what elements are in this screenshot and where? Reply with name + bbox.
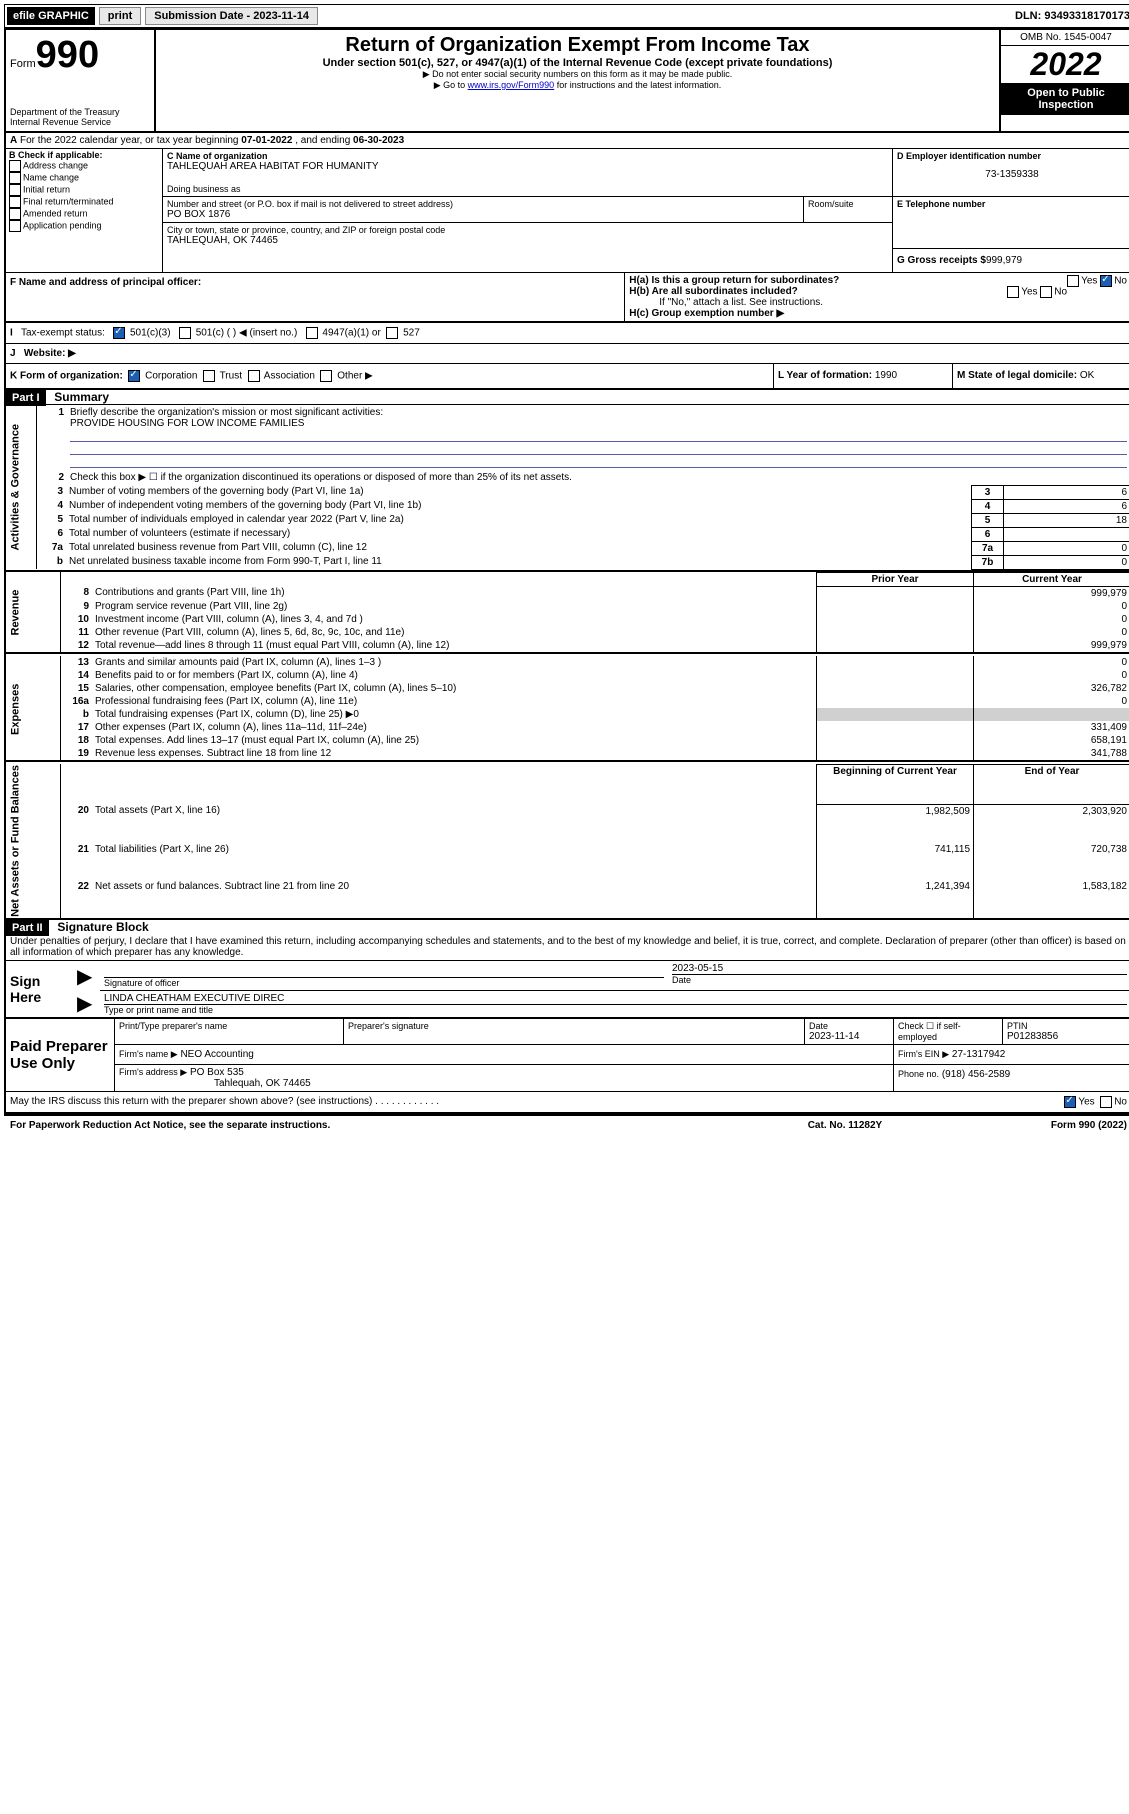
form-id-cell: Form990 Department of the Treasury Inter…	[5, 29, 155, 132]
part1-title: Summary	[48, 388, 115, 406]
footer-form: Form 990 (2022)	[940, 1118, 1129, 1133]
penalty-statement: Under penalties of perjury, I declare th…	[5, 934, 1129, 961]
vert-label-expenses: Expenses	[6, 656, 61, 761]
col-endyear: End of Year	[974, 764, 1129, 804]
section-c: C Name of organization TAHLEQUAH AREA HA…	[163, 149, 893, 197]
street-address: PO BOX 1876	[167, 209, 799, 220]
dln: DLN: 93493318170173	[1015, 10, 1129, 22]
checkbox-amended[interactable]	[9, 208, 21, 220]
vert-label-netassets: Net Assets or Fund Balances	[6, 764, 61, 918]
mission-text: PROVIDE HOUSING FOR LOW INCOME FAMILIES	[70, 418, 304, 429]
org-info-block: B Check if applicable: Address change Na…	[6, 149, 1129, 272]
top-bar: efile GRAPHIC print Submission Date - 20…	[4, 4, 1129, 28]
section-m: M State of legal domicile: OK	[953, 364, 1129, 389]
checkbox-527[interactable]	[386, 327, 398, 339]
q2: Check this box ▶ ☐ if the organization d…	[66, 470, 1129, 486]
checkbox-name-change[interactable]	[9, 172, 21, 184]
form-subtitle: Under section 501(c), 527, or 4947(a)(1)…	[160, 57, 995, 69]
checkbox-final-return[interactable]	[9, 196, 21, 208]
section-f: F Name and address of principal officer:	[6, 273, 625, 322]
form-title: Return of Organization Exempt From Incom…	[160, 34, 995, 57]
vert-label-revenue: Revenue	[6, 572, 61, 653]
section-b: B Check if applicable: Address change Na…	[6, 149, 163, 272]
city-state-zip: TAHLEQUAH, OK 74465	[167, 235, 888, 246]
val-line5: 18	[1004, 513, 1129, 527]
section-e: E Telephone number	[893, 197, 1129, 249]
checkbox-501c[interactable]	[179, 327, 191, 339]
ptin: P01283856	[1007, 1031, 1127, 1042]
print-button[interactable]: print	[99, 7, 141, 25]
firm-ph263: (918) 456-2589	[942, 1069, 1010, 1080]
checkbox-mayirs-yes[interactable]	[1064, 1096, 1076, 1108]
paid-preparer-label: Paid Preparer Use Only	[6, 1019, 115, 1091]
checkbox-trust[interactable]	[203, 370, 215, 382]
sig-officer-label: Signature of officer	[104, 977, 664, 988]
checkbox-corp[interactable]	[128, 370, 140, 382]
firm-addr1: PO Box 535	[190, 1067, 244, 1078]
checkbox-hb-no[interactable]	[1040, 286, 1052, 298]
checkbox-address-change[interactable]	[9, 160, 21, 172]
sign-here-label: Sign Here	[6, 961, 74, 1018]
irs-link[interactable]: www.irs.gov/Form990	[468, 80, 555, 90]
prep-date: 2023-11-14	[809, 1031, 889, 1042]
sig-date: 2023-05-15	[672, 963, 1127, 974]
ein: 73-1359338	[897, 161, 1127, 188]
irs-label: Internal Revenue Service	[10, 117, 150, 127]
gross-receipts: 999,979	[986, 255, 1022, 266]
address-block: Number and street (or P.O. box if mail i…	[163, 197, 893, 249]
efile-label: efile GRAPHIC	[7, 7, 95, 25]
checkbox-assoc[interactable]	[248, 370, 260, 382]
open-public-badge: Open to Public Inspection	[1001, 83, 1129, 115]
checkbox-application-pending[interactable]	[9, 220, 21, 232]
section-h: H(a) Is this a group return for subordin…	[625, 273, 1129, 322]
vert-label-governance: Activities & Governance	[6, 405, 37, 570]
checkbox-ha-yes[interactable]	[1067, 275, 1079, 287]
ssn-note: ▶ Do not enter social security numbers o…	[160, 69, 995, 80]
dept-label: Department of the Treasury	[10, 107, 150, 117]
val-line3: 6	[1004, 485, 1129, 499]
officer-name: LINDA CHEATHAM EXECUTIVE DIREC	[104, 993, 1127, 1004]
section-i: I Tax-exempt status: 501(c)(3) 501(c) ( …	[5, 322, 1129, 343]
may-irs-row: May the IRS discuss this return with the…	[5, 1092, 1129, 1114]
checkbox-hb-yes[interactable]	[1007, 286, 1019, 298]
checkbox-mayirs-no[interactable]	[1100, 1096, 1112, 1108]
part2-title: Signature Block	[51, 918, 154, 936]
val-line4: 6	[1004, 499, 1129, 513]
col-beginning: Beginning of Current Year	[817, 764, 974, 804]
form-title-cell: Return of Organization Exempt From Incom…	[155, 29, 1000, 132]
org-name: TAHLEQUAH AREA HABITAT FOR HUMANITY	[167, 161, 888, 172]
part2-header: Part II	[6, 920, 49, 936]
col-current-year: Current Year	[974, 572, 1129, 586]
val-line6	[1004, 527, 1129, 541]
val-line7b: 0	[1004, 555, 1129, 569]
q1: Briefly describe the organization's miss…	[66, 405, 1129, 470]
checkbox-4947[interactable]	[306, 327, 318, 339]
section-l: L Year of formation: 1990	[774, 364, 953, 389]
omb-year-cell: OMB No. 1545-0047 2022 Open to Public In…	[1000, 29, 1129, 132]
section-k: K Form of organization: Corporation Trus…	[6, 364, 774, 389]
section-j: J Website: ▶	[5, 343, 1129, 363]
goto-note: ▶ Go to www.irs.gov/Form990 for instruct…	[160, 80, 995, 91]
part1-header: Part I	[6, 390, 46, 406]
firm-addr2: Tahlequah, OK 74465	[119, 1078, 311, 1089]
tax-year: 2022	[1001, 46, 1129, 83]
checkbox-initial-return[interactable]	[9, 184, 21, 196]
val-line7a: 0	[1004, 541, 1129, 555]
footer-left: For Paperwork Reduction Act Notice, see …	[6, 1118, 750, 1133]
footer-catno: Cat. No. 11282Y	[752, 1118, 939, 1133]
section-d: D Employer identification number 73-1359…	[893, 149, 1129, 197]
section-g: G Gross receipts $999,979	[893, 248, 1129, 272]
omb-number: OMB No. 1545-0047	[1001, 30, 1129, 46]
form-990: Form990 Department of the Treasury Inter…	[4, 28, 1129, 1114]
col-prior-year: Prior Year	[817, 572, 974, 586]
checkbox-501c3[interactable]	[113, 327, 125, 339]
firm-ein: 27-1317942	[952, 1049, 1005, 1060]
section-a-row: A For the 2022 calendar year, or tax yea…	[5, 132, 1129, 149]
submission-date-button[interactable]: Submission Date - 2023-11-14	[145, 7, 318, 25]
checkbox-ha-no[interactable]	[1100, 275, 1112, 287]
firm-name: NEO Accounting	[180, 1049, 253, 1060]
checkbox-other[interactable]	[320, 370, 332, 382]
